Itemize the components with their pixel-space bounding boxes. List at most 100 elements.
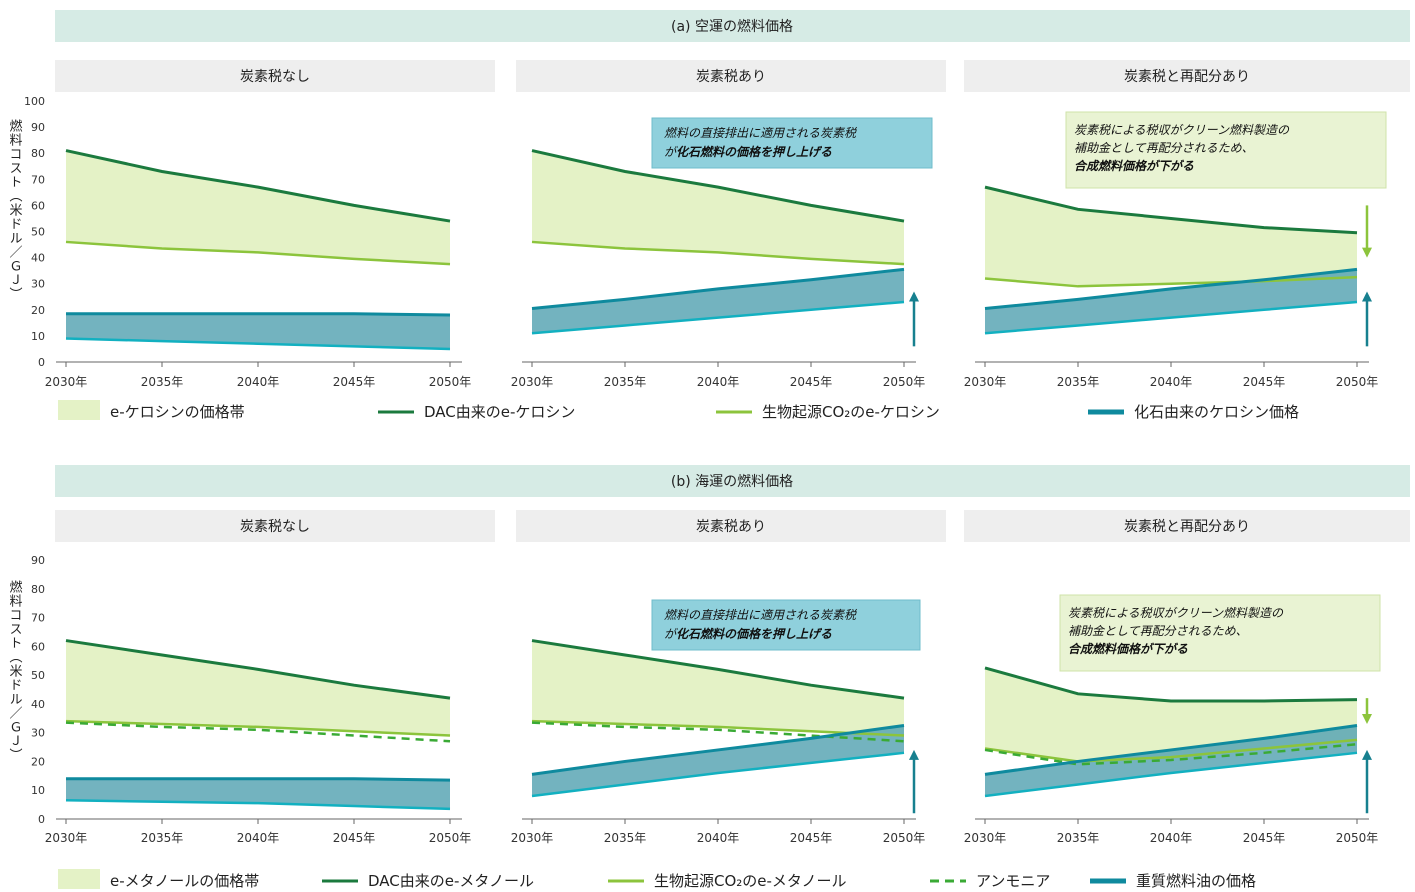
price-band-synthetic bbox=[532, 640, 904, 736]
legend-item: DAC由来のe-メタノール bbox=[322, 872, 534, 890]
x-tick-label: 2040年 bbox=[237, 831, 280, 845]
series-dac-line bbox=[65, 149, 451, 223]
annotation-box bbox=[1065, 111, 1387, 189]
annotation-line: 補助金として再配分されるため、 bbox=[1068, 624, 1248, 638]
price-band-synthetic bbox=[66, 150, 450, 265]
y-tick-label: 100 bbox=[24, 95, 45, 108]
x-tick-label: 2040年 bbox=[237, 375, 280, 389]
panel-header-band bbox=[516, 60, 946, 92]
x-tick-label: 2030年 bbox=[964, 375, 1007, 389]
panel-title: 炭素税あり bbox=[696, 519, 766, 535]
x-tick-label: 2050年 bbox=[883, 831, 926, 845]
legend-label: 重質燃料油の価格 bbox=[1136, 872, 1256, 890]
legend-item: 重質燃料油の価格 bbox=[1090, 872, 1256, 890]
price-band-fossil bbox=[532, 725, 904, 796]
panel-header-band bbox=[964, 60, 1410, 92]
series-fossil-low-line bbox=[65, 337, 451, 351]
series-dac-line bbox=[984, 185, 1358, 235]
y-tick-label: 50 bbox=[31, 669, 45, 682]
panel-1: 炭素税なし 2030年 2035年 2040年 2045年 2050年 bbox=[45, 60, 495, 389]
legend-item: e-ケロシンの価格帯 bbox=[58, 400, 245, 421]
legend-swatch-band bbox=[58, 400, 100, 420]
y-tick-label: 40 bbox=[31, 252, 45, 265]
y-axis-label: 燃料コスト（米ドル／ＧＪ） bbox=[7, 579, 23, 762]
y-tick-label: 0 bbox=[38, 813, 45, 826]
y-tick-label: 20 bbox=[31, 755, 45, 768]
legend-item: e-メタノールの価格帯 bbox=[58, 869, 259, 890]
y-tick-label: 40 bbox=[31, 698, 45, 711]
x-tick-label: 2035年 bbox=[1057, 375, 1100, 389]
x-tick-label: 2040年 bbox=[1150, 375, 1193, 389]
series-dac-line bbox=[531, 639, 905, 700]
arrow-up-head bbox=[909, 749, 919, 760]
annotation-line: 炭素税による税収がクリーン燃料製造の bbox=[1068, 606, 1284, 620]
legend-label: 生物起源CO₂のe-ケロシン bbox=[762, 403, 940, 421]
y-tick-label: 0 bbox=[38, 356, 45, 369]
legend: e-ケロシンの価格帯 DAC由来のe-ケロシン 生物起源CO₂のe-ケロシン 化石由来… bbox=[58, 400, 1299, 421]
series-dac-line bbox=[65, 639, 451, 700]
series-dac-line bbox=[531, 149, 905, 223]
annotation-line: 炭素税による税収がクリーン燃料製造の bbox=[1074, 123, 1290, 137]
y-tick-label: 90 bbox=[31, 121, 45, 134]
x-tick-label: 2045年 bbox=[1243, 375, 1286, 389]
legend-label: 化石由来のケロシン価格 bbox=[1134, 403, 1299, 421]
series-fossil-low-line bbox=[65, 799, 451, 811]
series-fossil-low-line bbox=[531, 751, 905, 798]
price-band-synthetic bbox=[985, 187, 1357, 287]
section-header-band bbox=[55, 465, 1410, 497]
panel-title: 炭素税あり bbox=[696, 69, 766, 85]
x-tick-label: 2030年 bbox=[511, 831, 554, 845]
x-tick-label: 2045年 bbox=[790, 375, 833, 389]
x-tick-label: 2050年 bbox=[429, 375, 472, 389]
legend-label: DAC由来のe-メタノール bbox=[368, 872, 534, 890]
y-tick-label: 70 bbox=[31, 612, 45, 625]
panel-header-band bbox=[516, 510, 946, 542]
x-tick-label: 2035年 bbox=[141, 375, 184, 389]
arrow-up-head bbox=[909, 291, 919, 302]
annotation-redistribution: 炭素税による税収がクリーン燃料製造の補助金として再配分されるため、合成燃料価格が… bbox=[1065, 111, 1387, 189]
price-band-synthetic bbox=[66, 640, 450, 736]
annotation-box bbox=[651, 117, 933, 169]
x-tick-label: 2040年 bbox=[1150, 831, 1193, 845]
legend-label: アンモニア bbox=[976, 872, 1050, 890]
legend-label: 生物起源CO₂のe-メタノール bbox=[654, 872, 847, 890]
x-tick-label: 2035年 bbox=[604, 831, 647, 845]
section-header-band bbox=[55, 10, 1410, 42]
panel-title: 炭素税なし bbox=[240, 519, 310, 535]
legend-swatch-band bbox=[58, 869, 100, 889]
x-tick-label: 2030年 bbox=[964, 831, 1007, 845]
x-tick-label: 2045年 bbox=[1243, 831, 1286, 845]
annotation-line: が化石燃料の価格を押し上げる bbox=[664, 627, 832, 641]
y-tick-label: 10 bbox=[31, 330, 45, 343]
y-tick-label: 80 bbox=[31, 583, 45, 596]
panel-header-band bbox=[55, 60, 495, 92]
annotation-redistribution: 炭素税による税収がクリーン燃料製造の補助金として再配分されるため、合成燃料価格が… bbox=[1059, 594, 1381, 672]
series-fossil-high-line bbox=[531, 267, 905, 310]
panel-title: 炭素税なし bbox=[240, 69, 310, 85]
y-tick-label: 20 bbox=[31, 304, 45, 317]
legend-item: DAC由来のe-ケロシン bbox=[378, 403, 575, 421]
y-tick-label: 90 bbox=[31, 554, 45, 567]
x-tick-label: 2030年 bbox=[45, 831, 88, 845]
series-fossil-low-line bbox=[984, 751, 1358, 798]
series-ammonia-line bbox=[984, 742, 1358, 766]
x-tick-label: 2035年 bbox=[604, 375, 647, 389]
panel-1: 炭素税なし 2030年 2035年 2040年 2045年 2050年 bbox=[45, 510, 495, 845]
panel-2: 炭素税あり 2030年 2035年 2040年 2045年 2050年 燃料の直接排出に適用… bbox=[511, 510, 946, 845]
series-fossil-high-line bbox=[984, 267, 1358, 310]
price-band-fossil bbox=[985, 269, 1357, 334]
legend-label: e-メタノールの価格帯 bbox=[110, 872, 259, 890]
y-tick-label: 80 bbox=[31, 147, 45, 160]
series-ammonia-line bbox=[531, 721, 905, 743]
annotation-box bbox=[651, 599, 921, 651]
annotation-box bbox=[1059, 594, 1381, 672]
legend-label: e-ケロシンの価格帯 bbox=[110, 403, 245, 421]
legend-item: アンモニア bbox=[930, 872, 1050, 890]
series-bio-line bbox=[984, 738, 1358, 763]
series-fossil-low-line bbox=[531, 300, 905, 335]
x-tick-label: 2045年 bbox=[790, 831, 833, 845]
y-axis: 0 10 20 30 40 50 60 70 80 90 燃料コスト（米ドル／ＧＪ） bbox=[7, 554, 46, 826]
price-band-synthetic bbox=[532, 150, 904, 265]
